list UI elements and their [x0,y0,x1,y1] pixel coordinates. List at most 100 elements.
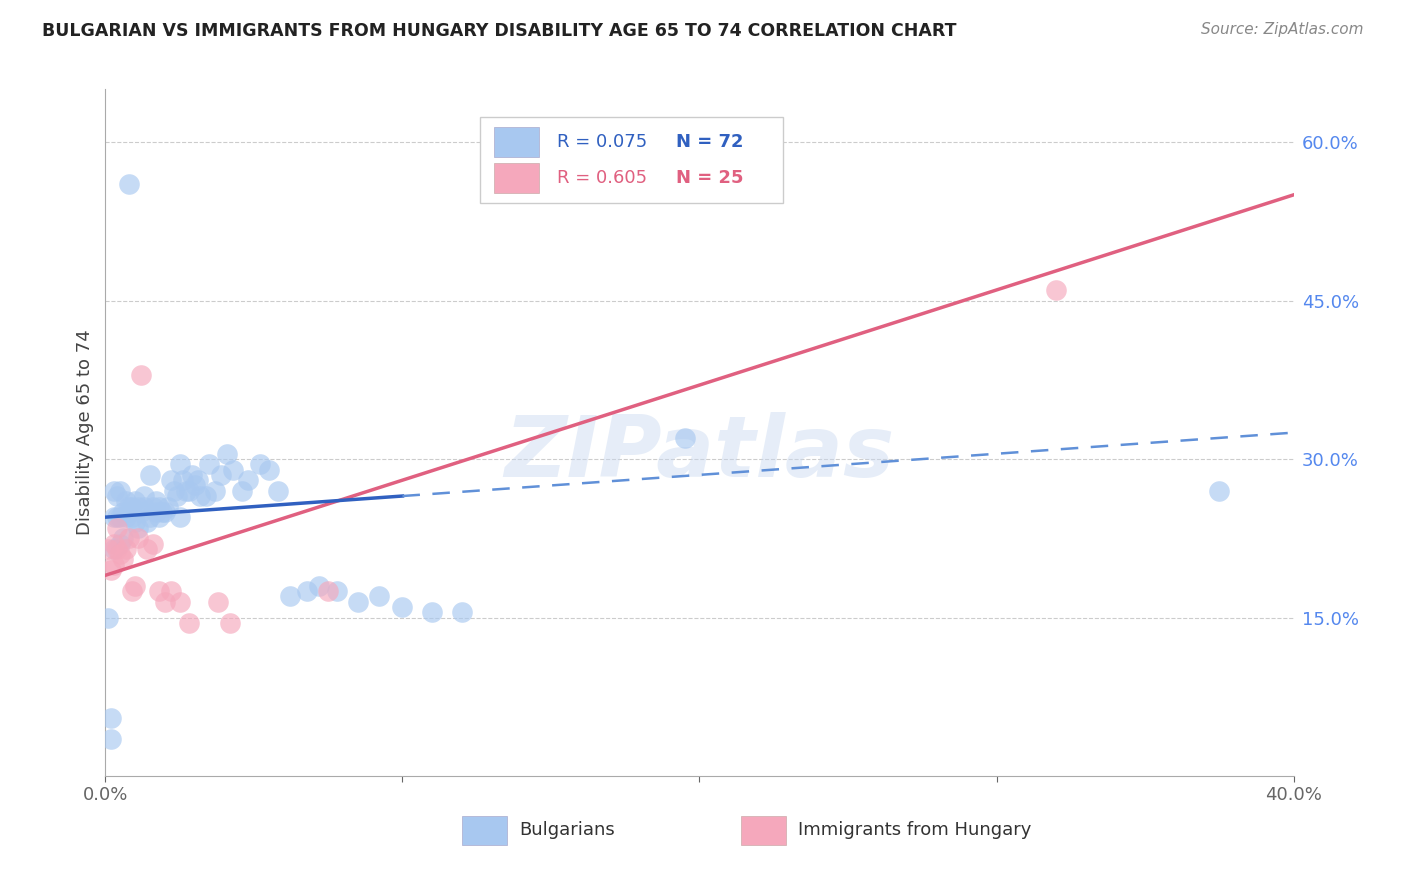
Point [217,447,239,461]
Point [673,431,696,445]
Point [222,462,245,476]
Point [257,462,280,476]
Text: R = 0.075: R = 0.075 [557,133,647,151]
Point [100,563,122,577]
FancyBboxPatch shape [741,816,786,845]
Point [121,584,143,599]
Point [308,579,330,593]
Point [103,536,125,550]
Point [169,458,191,472]
Point [103,483,125,498]
Point [231,483,253,498]
Point [118,505,141,519]
Point [163,483,186,498]
Point [105,541,128,556]
Point [145,494,167,508]
Point [177,615,200,630]
Point [97,610,120,624]
Point [105,510,128,524]
FancyBboxPatch shape [479,117,783,202]
Point [124,516,146,530]
Point [100,732,122,747]
Point [156,500,179,514]
Point [166,489,188,503]
Point [249,458,271,472]
FancyBboxPatch shape [461,816,508,845]
Point [148,510,170,524]
Point [159,584,181,599]
Point [219,615,242,630]
Text: N = 25: N = 25 [676,169,744,186]
Point [278,590,301,604]
Point [136,516,159,530]
Point [139,510,162,524]
Point [148,584,170,599]
Point [115,510,138,524]
Point [367,590,389,604]
Point [110,536,132,550]
Point [297,584,319,599]
Text: ZIPatlas: ZIPatlas [505,412,894,495]
Point [103,541,125,556]
Point [139,467,162,482]
Point [115,494,138,508]
Point [124,579,146,593]
Point [121,500,143,514]
Point [153,505,176,519]
Point [127,521,149,535]
Text: Bulgarians: Bulgarians [519,822,614,839]
Point [132,500,155,514]
Text: R = 0.605: R = 0.605 [557,169,647,186]
Point [420,605,443,619]
Point [148,500,170,514]
Point [129,505,152,519]
Point [190,489,212,503]
Point [97,541,120,556]
Point [124,494,146,508]
Point [142,500,165,514]
Point [112,552,135,566]
Point [159,473,181,487]
FancyBboxPatch shape [494,162,538,193]
Point [169,595,191,609]
Point [103,558,125,572]
Point [118,178,141,192]
Point [110,547,132,561]
Point [326,584,349,599]
Point [236,473,259,487]
FancyBboxPatch shape [494,127,538,157]
Point [450,605,472,619]
Point [105,521,128,535]
Point [103,510,125,524]
Point [1045,283,1067,297]
Point [127,531,149,545]
Point [110,483,132,498]
Point [115,541,138,556]
Point [186,473,208,487]
Point [129,368,152,382]
Point [145,505,167,519]
Point [100,711,122,725]
Point [391,599,413,614]
Point [209,467,232,482]
Point [177,483,200,498]
Point [132,489,155,503]
Text: Immigrants from Hungary: Immigrants from Hungary [799,822,1032,839]
Point [127,500,149,514]
Point [142,536,165,550]
Text: Source: ZipAtlas.com: Source: ZipAtlas.com [1201,22,1364,37]
Point [180,467,202,482]
Text: N = 72: N = 72 [676,133,744,151]
Point [195,489,218,503]
Point [112,531,135,545]
Point [172,473,194,487]
Point [153,595,176,609]
Point [267,483,290,498]
Point [105,489,128,503]
Point [207,595,229,609]
Point [110,510,132,524]
Point [198,458,221,472]
Point [204,483,226,498]
Point [121,510,143,524]
Y-axis label: Disability Age 65 to 74: Disability Age 65 to 74 [76,330,94,535]
